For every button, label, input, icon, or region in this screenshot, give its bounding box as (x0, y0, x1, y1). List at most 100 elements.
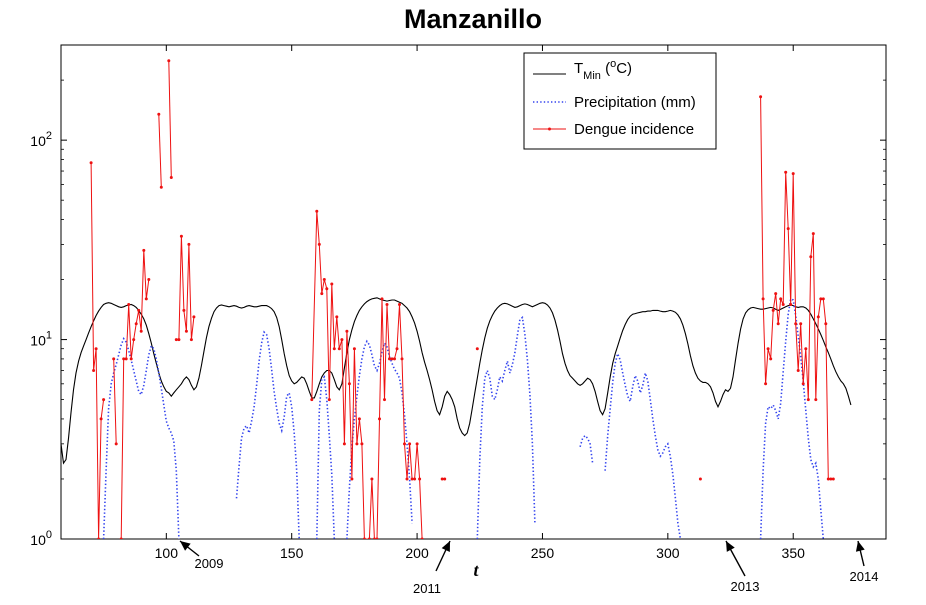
dengue-point (192, 315, 196, 319)
annotation-label: 2013 (731, 579, 760, 594)
dengue-point (440, 477, 444, 481)
dengue-point (831, 477, 835, 481)
series-layer (61, 59, 852, 539)
dengue-point (315, 209, 319, 213)
dengue-point (698, 477, 702, 481)
y-tick-label: 101 (30, 330, 52, 349)
dengue-point (144, 297, 148, 301)
precipitation-line (579, 434, 594, 464)
dengue-point (408, 442, 412, 446)
legend: TMin (oC) Precipitation (mm) Dengue incide… (523, 52, 717, 150)
dengue-point (317, 242, 321, 246)
annotation-2014: 2014 (850, 540, 879, 584)
dengue-point (786, 227, 790, 231)
dengue-point (367, 537, 371, 539)
dengue-point (806, 398, 810, 402)
x-tick-labels: 100 150 200 250 300 350 (155, 545, 805, 561)
dengue-point (771, 308, 775, 312)
dengue-point (350, 477, 354, 481)
dengue-point (347, 382, 351, 386)
dengue-point (129, 357, 133, 361)
dengue-point (390, 357, 394, 361)
dengue-point (413, 477, 417, 481)
axis-ticks (61, 44, 886, 540)
dengue-point (826, 477, 830, 481)
dengue-point (320, 292, 324, 296)
dengue-point (388, 357, 391, 361)
dengue-point (784, 170, 788, 174)
dengue-point (127, 303, 131, 306)
y-tick-label: 102 (30, 130, 52, 149)
dengue-point (89, 161, 93, 165)
dengue-point (814, 398, 818, 402)
precipitation-line (346, 339, 413, 539)
dengue-point (801, 382, 805, 386)
dengue-point (395, 347, 399, 351)
dengue-point (99, 417, 103, 421)
precipitation-line (316, 375, 336, 539)
series-dengue (89, 59, 835, 539)
x-tick-label: 200 (405, 545, 429, 561)
dengue-point (132, 338, 136, 342)
dengue-point (796, 369, 800, 372)
dengue-point (332, 347, 336, 351)
annotation-label: 2009 (195, 556, 224, 571)
tmin-line (61, 297, 852, 465)
dengue-point (824, 322, 828, 326)
dengue-point (403, 442, 406, 446)
dengue-point (139, 329, 143, 333)
dengue-point (819, 297, 823, 301)
dengue-point (134, 322, 138, 326)
dengue-point (816, 315, 820, 319)
dengue-point (189, 338, 193, 342)
dengue-point (94, 347, 98, 351)
dengue-point (393, 357, 396, 361)
dengue-point (310, 398, 314, 402)
dengue-point (114, 442, 118, 446)
precipitation-line (604, 351, 682, 539)
dengue-point (167, 59, 171, 63)
dengue-point (400, 357, 404, 361)
annotation-label: 2014 (850, 569, 879, 584)
dengue-point (137, 308, 141, 312)
dengue-point (159, 185, 163, 189)
dengue-point (325, 287, 329, 291)
dengue-point (169, 176, 173, 179)
y-tick-label: 100 (30, 529, 52, 548)
y-tick-labels: 100 101 102 (30, 130, 52, 548)
annotation-arrow-head (726, 541, 735, 552)
dengue-point (370, 477, 374, 481)
dengue-point (119, 537, 123, 539)
chart-title: Manzanillo (404, 4, 542, 34)
dengue-point (766, 347, 770, 351)
dengue-point (809, 255, 813, 259)
dengue-point (821, 297, 825, 301)
x-tick-label: 150 (280, 545, 304, 561)
dengue-point (383, 398, 386, 402)
dengue-point (340, 338, 344, 342)
dengue-line (168, 60, 172, 178)
dengue-point (410, 477, 414, 481)
dengue-point (776, 322, 780, 326)
annotation-arrow-head (441, 541, 450, 552)
annotation-arrow-head (180, 541, 191, 551)
dengue-point (774, 292, 778, 296)
dengue-point (804, 347, 808, 351)
x-tick-label: 100 (155, 545, 179, 561)
annotation-arrow-head (855, 541, 865, 552)
dengue-point (759, 95, 763, 99)
dengue-point (829, 477, 833, 481)
dengue-point (415, 442, 419, 446)
dengue-point (322, 278, 326, 281)
dengue-point (345, 329, 349, 333)
dengue-line (90, 162, 105, 539)
dengue-point (337, 347, 341, 351)
x-tick-label: 300 (656, 545, 680, 561)
dengue-point (327, 398, 331, 402)
dengue-point (418, 477, 422, 481)
dengue-point (811, 232, 815, 236)
dengue-point (357, 417, 361, 421)
dengue-point (184, 329, 188, 333)
dengue-point (182, 308, 186, 312)
year-annotations: 2009 2011 2013 2014 (179, 540, 879, 596)
